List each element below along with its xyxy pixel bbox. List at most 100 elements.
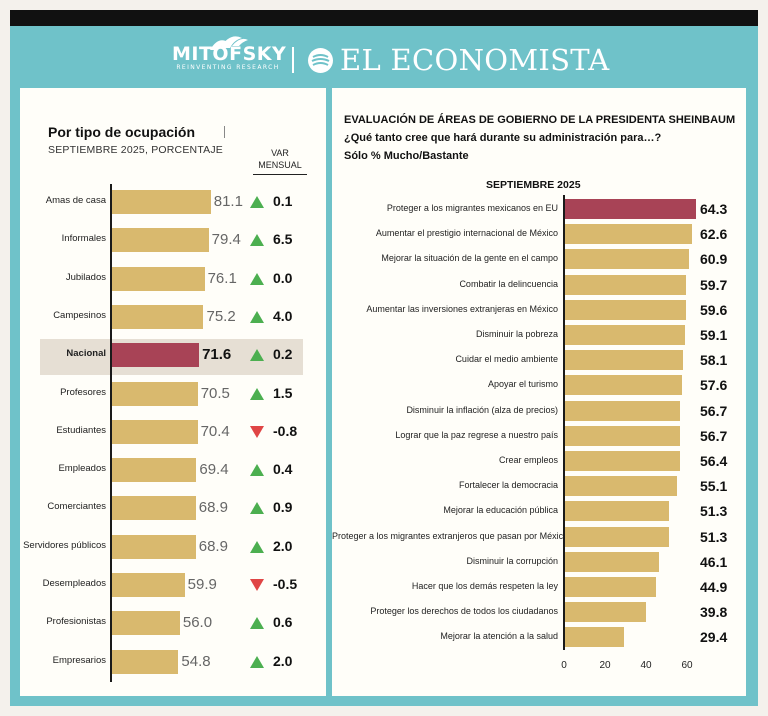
- var-mensual-value: 0.1: [273, 193, 293, 209]
- var-mensual-value: 0.9: [273, 499, 293, 516]
- var-mensual-value: 0.6: [273, 614, 293, 631]
- bar: [111, 190, 211, 214]
- up-arrow-icon: [250, 655, 264, 668]
- category-label: Hacer que los demás respeten la ley: [411, 581, 558, 591]
- bar: [111, 458, 197, 483]
- data-label: 64.3: [700, 201, 728, 217]
- data-label: 39.8: [700, 604, 728, 621]
- bar: [111, 611, 180, 636]
- data-label: 59.7: [700, 276, 728, 293]
- data-label: 69.4: [199, 461, 229, 479]
- data-label: 68.9: [198, 499, 228, 517]
- category-label: Disminuir la pobreza: [475, 329, 558, 339]
- data-label: 62.6: [700, 226, 728, 243]
- category-label: Mejorar la situación de la gente en el c…: [381, 253, 558, 264]
- data-label: 71.6: [202, 346, 232, 364]
- var-mensual-value: 6.5: [273, 231, 293, 248]
- data-label: 59.1: [700, 327, 728, 343]
- category-label: Profesionistas: [46, 616, 106, 628]
- frame-divider: [326, 88, 332, 706]
- right-chart-period: SEPTIEMBRE 2025: [486, 179, 581, 191]
- up-arrow-icon: [250, 464, 264, 477]
- birds-icon: [210, 36, 248, 50]
- el-economista-globe-icon: [308, 48, 333, 73]
- up-arrow-icon: [250, 387, 264, 400]
- data-label: 59.9: [187, 576, 217, 593]
- up-arrow-icon: [250, 196, 264, 208]
- bar: [564, 476, 677, 497]
- data-label: 75.2: [206, 307, 236, 325]
- bar: [111, 343, 200, 368]
- data-label: 56.7: [700, 402, 728, 419]
- data-label: 55.1: [700, 478, 728, 495]
- data-label: 56.4: [700, 453, 728, 469]
- category-label: Combatir la delincuencia: [459, 278, 558, 289]
- data-label: 58.1: [700, 352, 728, 369]
- bar: [564, 224, 693, 245]
- bar: [111, 534, 196, 559]
- left-chart-subtitle: SEPTIEMBRE 2025, PORCENTAJE: [48, 144, 224, 156]
- data-label: 56.7: [700, 427, 728, 444]
- data-label: 46.1: [700, 553, 728, 570]
- down-arrow-icon: [250, 425, 264, 438]
- data-label: 54.8: [181, 652, 211, 670]
- bar: [564, 602, 646, 623]
- category-label: Crear empleos: [498, 455, 558, 465]
- category-label: Fortalecer la democracia: [458, 480, 558, 491]
- down-arrow-icon: [250, 579, 264, 591]
- top-bar: [10, 10, 758, 26]
- category-label: Amas de casa: [45, 195, 106, 206]
- data-label: 60.9: [700, 251, 728, 268]
- right-chart-title: EVALUACIÓN DE ÁREAS DE GOBIERNO DE LA PR…: [344, 114, 736, 126]
- var-mensual-value: 0.2: [273, 346, 293, 363]
- bar: [111, 496, 196, 521]
- x-tick-label: 20: [599, 660, 611, 671]
- right-chart-axis: [563, 195, 565, 650]
- mitofsky-logo: MITOFSKY REINVENTING RESEARCH: [172, 36, 286, 72]
- data-label: 68.9: [198, 537, 228, 555]
- mitofsky-tagline: REINVENTING RESEARCH: [176, 64, 280, 71]
- bar: [564, 375, 683, 396]
- data-label: 70.4: [200, 422, 230, 440]
- bar: [111, 419, 198, 444]
- category-label: Proteger los derechos de todos los ciuda…: [370, 606, 558, 617]
- bar: [111, 304, 204, 329]
- up-arrow-icon: [250, 349, 264, 362]
- up-arrow-icon: [250, 540, 264, 553]
- header-banner: MITOFSKY REINVENTING RESEARCH EL ECONOMI…: [10, 26, 758, 88]
- var-mensual-value: 2.0: [273, 537, 293, 554]
- bar: [564, 551, 659, 572]
- data-label: 51.3: [700, 528, 728, 545]
- bar: [111, 573, 185, 597]
- frame-bottom: [10, 696, 758, 706]
- var-mensual-value: -0.5: [273, 576, 298, 592]
- var-mensual-value: 0.4: [273, 461, 293, 478]
- var-mensual-value: 0.0: [273, 269, 293, 286]
- category-label: Mejorar la atención a la salud: [440, 631, 558, 642]
- bar: [564, 577, 657, 597]
- category-label: Cuidar el medio ambiente: [455, 354, 558, 365]
- bar: [564, 501, 670, 522]
- category-label: Aumentar el prestigio internacional de M…: [375, 228, 558, 239]
- category-label: Profesores: [60, 386, 106, 398]
- x-tick-label: 0: [561, 660, 567, 671]
- bar: [564, 526, 670, 547]
- category-label: Campesinos: [53, 309, 106, 321]
- bar: [564, 274, 687, 295]
- x-tick-label: 40: [640, 660, 652, 671]
- category-label: Estudiantes: [56, 424, 106, 436]
- data-label: 81.1: [213, 193, 243, 210]
- var-header-line1: VAR: [271, 148, 289, 158]
- bar: [564, 199, 696, 219]
- data-label: 79.4: [211, 231, 241, 249]
- bar: [564, 350, 684, 371]
- category-label: Proteger a los migrantes mexicanos en EU: [386, 203, 558, 213]
- frame-right: [746, 88, 758, 706]
- data-label: 59.6: [700, 301, 728, 318]
- bar: [564, 400, 681, 421]
- data-label: 70.5: [200, 384, 230, 402]
- up-arrow-icon: [250, 234, 264, 247]
- category-label: Disminuir la inflación (alza de precios): [406, 404, 558, 415]
- bar: [564, 451, 680, 471]
- bar: [564, 425, 681, 446]
